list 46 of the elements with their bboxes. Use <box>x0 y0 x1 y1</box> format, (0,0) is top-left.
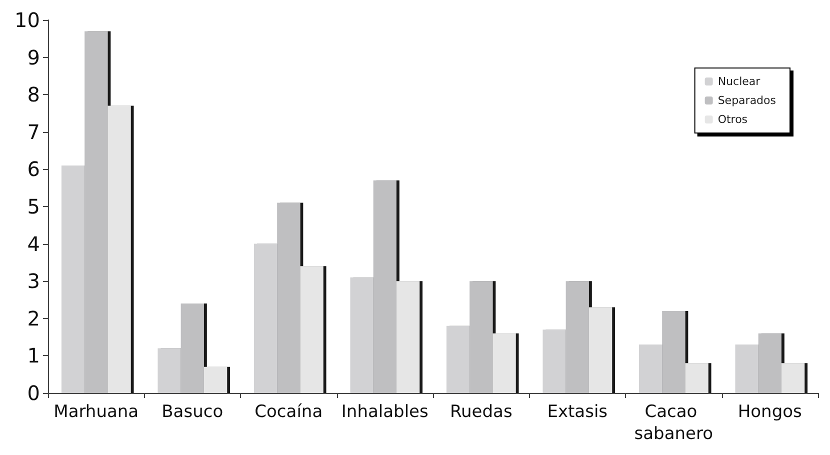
x-tick-label: Basuco <box>162 402 224 422</box>
y-tick-label: 3 <box>27 269 40 294</box>
y-tick-label: 10 <box>14 8 40 32</box>
bar <box>204 366 228 393</box>
x-tick-label: Cacao sabanero <box>634 402 713 444</box>
y-tick-label: 7 <box>27 120 40 144</box>
bar <box>396 281 420 393</box>
bar <box>781 363 805 393</box>
x-tick-label: Ruedas <box>450 402 512 422</box>
bar <box>277 202 300 393</box>
y-tick-label: 6 <box>27 157 40 182</box>
y-tick-label: 9 <box>27 45 40 70</box>
bar <box>350 277 374 393</box>
legend-label: Separados <box>718 94 776 107</box>
bar <box>373 180 396 393</box>
y-tick-label: 2 <box>27 306 40 330</box>
bar <box>735 344 758 393</box>
legend-label: Otros <box>718 113 748 126</box>
x-tick-label: Extasis <box>547 402 608 422</box>
bar <box>158 348 181 393</box>
bar <box>446 326 470 393</box>
bar <box>300 266 324 393</box>
x-tick-label: Hongos <box>738 402 802 422</box>
x-tick-label: Marhuana <box>54 402 139 422</box>
bar <box>61 165 85 393</box>
bar <box>566 281 589 393</box>
bar <box>638 344 662 393</box>
bar <box>662 310 686 393</box>
y-tick-label: 8 <box>27 82 40 107</box>
bar <box>470 281 493 393</box>
bar <box>108 106 131 393</box>
x-tick-label: Cocaína <box>254 402 323 422</box>
y-tick-label: 1 <box>27 344 40 368</box>
y-tick-label: 5 <box>27 194 40 218</box>
bar <box>254 244 278 393</box>
bar <box>588 307 612 393</box>
y-tick-label: 4 <box>27 232 40 256</box>
legend-label: Nuclear <box>718 75 761 88</box>
bar <box>758 333 782 393</box>
bar <box>180 303 204 393</box>
bar <box>542 330 566 393</box>
y-tick-label: 0 <box>27 381 40 405</box>
bar <box>492 333 516 393</box>
bar <box>84 31 108 393</box>
x-tick-label: Inhalables <box>341 402 428 422</box>
bar <box>685 363 708 393</box>
